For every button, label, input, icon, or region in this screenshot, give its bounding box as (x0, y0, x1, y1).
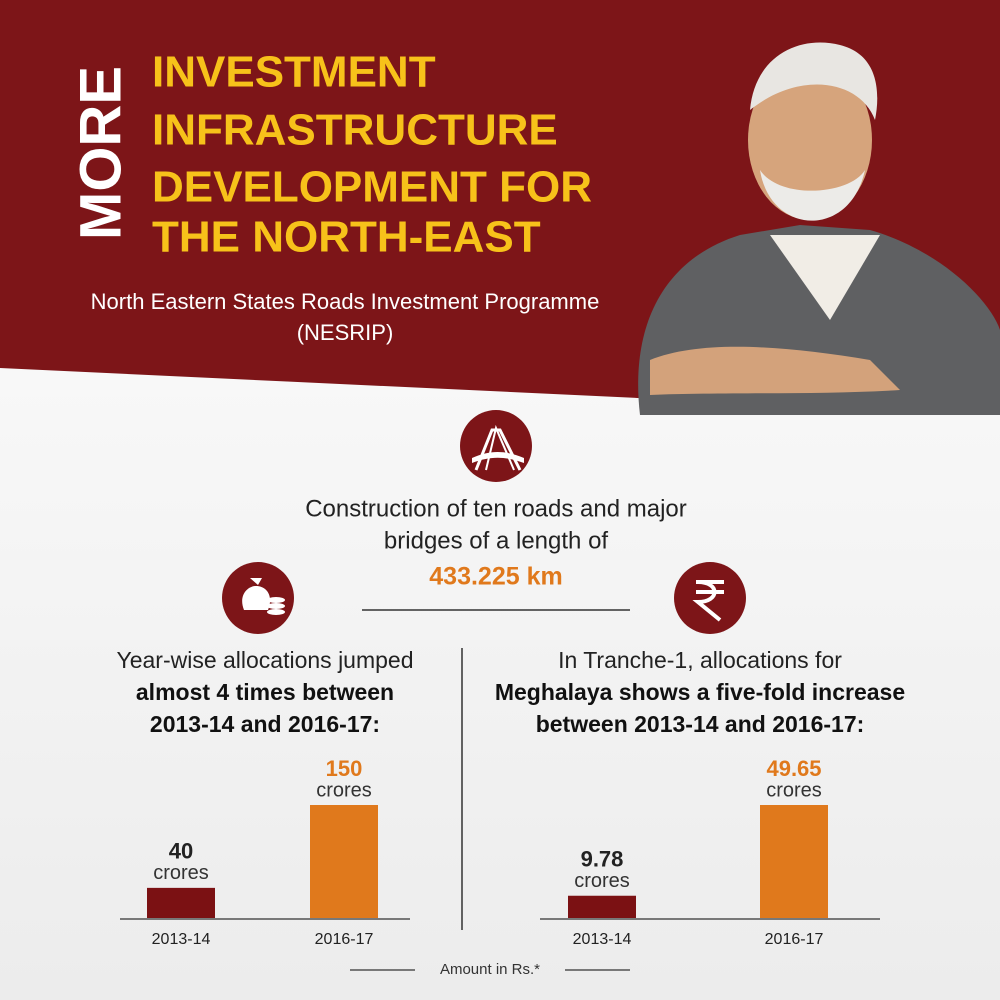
bridge-icon (460, 410, 532, 482)
unit-label: crores (766, 779, 822, 801)
value-label: 40 (169, 839, 193, 864)
headline: INVESTMENT INFRASTRUCTURE DEVELOPMENT FORT… (152, 48, 592, 262)
headline-line: INVESTMENT (152, 48, 436, 97)
unit-label: crores (316, 779, 372, 801)
bar (147, 887, 215, 918)
rupee-icon (674, 562, 746, 634)
vertical-word: MORE (68, 66, 133, 240)
x-tick-label: 2016-17 (765, 931, 824, 948)
chart-subtitle: between 2013-14 and 2016-17: (536, 711, 865, 737)
value-label: 150 (326, 756, 363, 781)
portrait (638, 42, 1000, 415)
headline-line: THE NORTH-EAST (152, 213, 541, 262)
chart-subtitle: Meghalaya shows a five-fold increase (495, 679, 905, 705)
bar (568, 895, 636, 918)
footnote: Amount in Rs.* (440, 961, 540, 978)
chart-subtitle: almost 4 times between (136, 679, 394, 705)
value-label: 9.78 (581, 847, 624, 872)
subtitle: (NESRIP) (297, 320, 394, 345)
money-icon (222, 562, 294, 634)
bar (310, 805, 378, 918)
intro-highlight: 433.225 km (429, 563, 562, 591)
bar (760, 805, 828, 918)
intro-text: Construction of ten roads and major (305, 495, 687, 522)
intro-text: bridges of a length of (384, 527, 608, 554)
x-tick-label: 2013-14 (152, 931, 211, 948)
value-label: 49.65 (766, 756, 821, 781)
chart-subtitle: 2013-14 and 2016-17: (150, 711, 380, 737)
x-tick-label: 2013-14 (573, 931, 632, 948)
headline-line: INFRASTRUCTURE (152, 106, 558, 155)
unit-label: crores (574, 870, 630, 892)
subtitle: North Eastern States Roads Investment Pr… (91, 289, 600, 314)
chart-title: In Tranche-1, allocations for (558, 647, 842, 673)
headline-line: DEVELOPMENT FOR (152, 163, 592, 212)
chart-title: Year-wise allocations jumped (116, 647, 413, 673)
x-tick-label: 2016-17 (315, 931, 374, 948)
unit-label: crores (153, 862, 209, 884)
